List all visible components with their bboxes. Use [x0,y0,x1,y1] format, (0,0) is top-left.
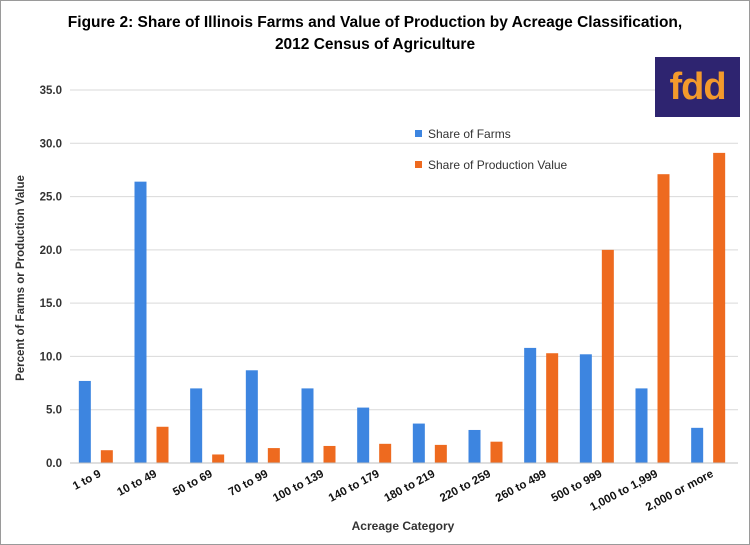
bar-share-of-production-value [546,353,559,463]
bar-share-of-production-value [490,441,503,463]
y-tick-label: 20.0 [40,245,62,257]
y-tick-label: 35.0 [40,85,62,97]
bar-share-of-production-value [379,443,392,463]
bar-share-of-production-value [323,445,336,463]
x-category-label: 180 to 219 [382,468,437,505]
bar-share-of-farms [691,427,704,463]
x-category-label: 50 to 69 [171,468,214,499]
legend: Share of Farms Share of Production Value [415,127,568,172]
y-tick-label: 10.0 [40,351,62,363]
bar-share-of-farms [635,388,648,463]
x-category-label: 1 to 9 [71,468,103,493]
fdd-logo: fdd [655,57,740,117]
legend-swatch-share-of-farms [415,130,422,137]
y-tick-label: 0.0 [46,458,62,470]
bar-share-of-production-value [657,174,670,464]
bar-share-of-production-value [156,426,169,463]
gridlines [70,89,738,411]
bar-share-of-farms [579,354,592,463]
bar-share-of-farms [524,347,537,463]
y-tick-label: 5.0 [46,405,62,417]
legend-label-share-of-production-value: Share of Production Value [428,158,568,172]
y-tick-label: 25.0 [40,192,62,204]
legend-label-share-of-farms: Share of Farms [428,127,511,141]
y-tick-labels: 0.0 5.0 10.0 15.0 20.0 25.0 30.0 35.0 [40,85,62,470]
bar-share-of-farms [78,380,91,463]
x-category-label: 220 to 259 [438,468,493,505]
x-category-label: 140 to 179 [327,468,382,505]
bar-share-of-farms [412,423,425,463]
y-axis-label: Percent of Farms or Production Value [15,175,27,381]
bar-share-of-production-value [100,450,113,463]
x-category-label: 70 to 99 [227,468,270,499]
bar-share-of-farms [468,429,481,463]
bar-share-of-production-value [212,454,225,463]
bar-share-of-farms [245,370,258,463]
bar-share-of-farms [357,407,370,463]
bar-share-of-farms [134,181,147,463]
y-tick-label: 30.0 [40,138,62,150]
bar-share-of-farms [301,388,314,463]
x-category-label: 10 to 49 [115,468,158,499]
y-tick-label: 15.0 [40,298,62,310]
bars [78,152,726,464]
chart-title: Figure 2: Share of Illinois Farms and Va… [0,12,750,56]
x-category-label: 260 to 499 [494,468,549,505]
chart-title-line-1: Figure 2: Share of Illinois Farms and Va… [67,14,683,31]
bar-share-of-farms [190,388,203,463]
x-category-label: 100 to 139 [271,468,326,505]
bar-share-of-production-value [713,152,726,463]
legend-swatch-share-of-production-value [415,161,422,168]
fdd-logo-text: fdd [669,65,726,108]
chart-title-line-2: 2012 Census of Agriculture [274,36,476,53]
bar-share-of-production-value [601,249,614,463]
x-category-labels: 1 to 9 10 to 49 50 to 69 70 to 99 100 to 139… [71,468,715,514]
x-axis-label: Acreage Category [352,519,455,533]
bar-share-of-production-value [434,444,447,463]
bar-share-of-production-value [267,448,280,463]
